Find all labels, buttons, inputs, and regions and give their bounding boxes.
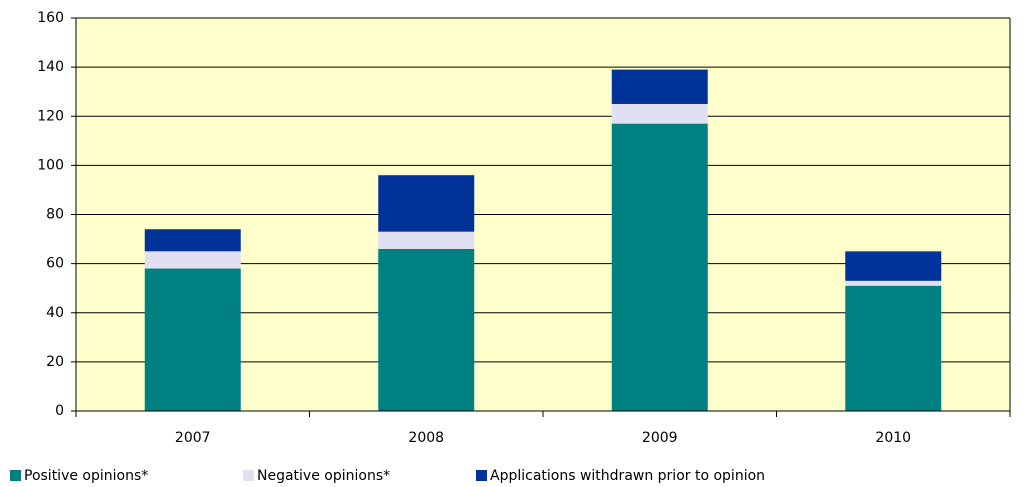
y-tick-label: 60 xyxy=(46,256,64,272)
bar-segment xyxy=(144,229,241,252)
bar-segment xyxy=(611,103,708,124)
bar-segment xyxy=(378,248,475,411)
y-tick-label: 160 xyxy=(37,10,64,26)
y-tick-label: 120 xyxy=(37,108,64,124)
bar-segment xyxy=(378,231,475,249)
legend-label: Positive opinions* xyxy=(24,468,148,484)
y-tick-label: 0 xyxy=(55,403,64,419)
y-tick-label: 80 xyxy=(46,207,64,223)
legend-swatch xyxy=(243,470,254,481)
bar-segment xyxy=(845,285,942,411)
x-tick-label: 2010 xyxy=(875,430,911,446)
legend-label: Negative opinions* xyxy=(257,468,390,484)
bar-segment xyxy=(845,251,942,281)
x-tick-label: 2009 xyxy=(642,430,678,446)
legend-swatch xyxy=(10,470,21,481)
y-tick-label: 140 xyxy=(37,59,64,75)
bar-segment xyxy=(845,280,942,286)
y-tick-label: 40 xyxy=(46,305,64,321)
legend-swatch xyxy=(476,470,487,481)
y-tick-label: 20 xyxy=(46,354,64,370)
bar-segment xyxy=(144,268,241,411)
legend-label: Applications withdrawn prior to opinion xyxy=(490,468,765,484)
bar-segment xyxy=(611,123,708,412)
bar-segment xyxy=(378,175,475,232)
bar-segment xyxy=(611,69,708,104)
x-tick-label: 2008 xyxy=(408,430,444,446)
y-tick-label: 100 xyxy=(37,157,64,173)
x-tick-label: 2007 xyxy=(175,430,211,446)
bar-segment xyxy=(144,251,241,269)
